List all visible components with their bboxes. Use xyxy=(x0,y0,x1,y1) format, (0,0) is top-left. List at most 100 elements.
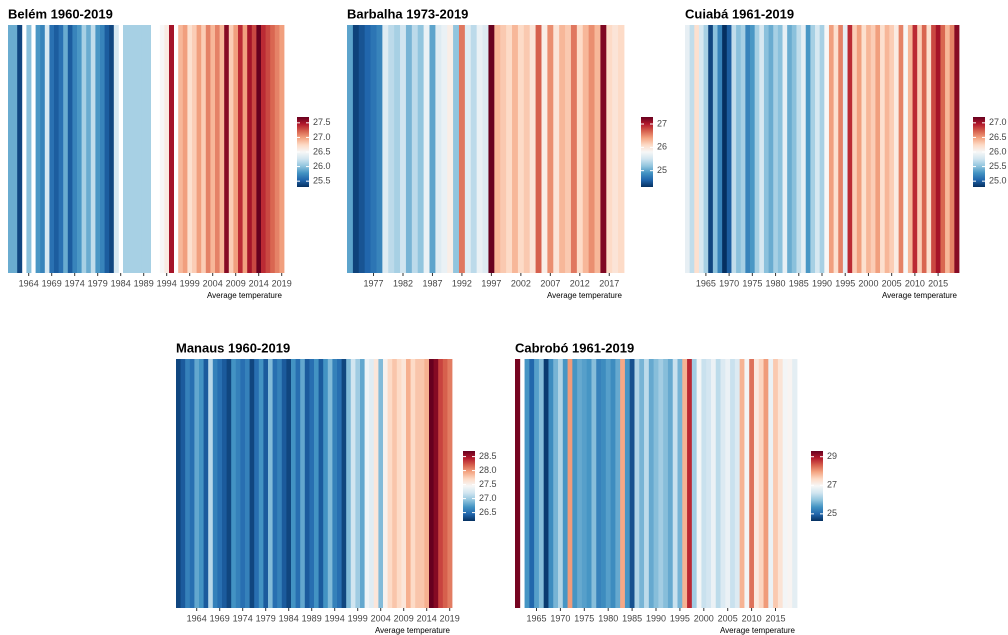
stripe xyxy=(543,359,549,608)
x-tick-label: 1979 xyxy=(256,613,276,623)
stripe xyxy=(77,25,82,273)
x-tick-label: 2009 xyxy=(226,278,246,288)
colorbar-tick-label: 29 xyxy=(827,451,837,461)
x-tick-label: 2019 xyxy=(272,278,292,288)
stripe xyxy=(464,25,472,273)
stripe xyxy=(182,25,188,273)
stripe xyxy=(653,359,659,608)
stripe xyxy=(884,25,890,273)
chart: Cabrobó 1961-2019 1965 1970 1975 1980 1985 199… xyxy=(515,340,837,635)
x-tick-label: 1970 xyxy=(719,278,739,288)
stripe xyxy=(217,359,223,608)
stripe xyxy=(517,25,525,273)
stripe xyxy=(159,25,165,273)
stripe xyxy=(332,359,338,608)
stripe xyxy=(541,25,548,273)
stripe xyxy=(272,359,278,608)
stripe xyxy=(81,25,87,273)
stripe xyxy=(685,25,691,273)
x-tick-label: 1977 xyxy=(364,278,384,288)
x-tick-label: 2010 xyxy=(905,278,925,288)
stripe xyxy=(828,25,835,273)
x-tick-label: 1969 xyxy=(42,278,62,288)
stripe xyxy=(787,359,793,608)
stripe xyxy=(739,359,745,608)
stripe xyxy=(749,359,755,608)
stripe xyxy=(833,25,839,273)
stripe xyxy=(696,359,702,608)
stripe xyxy=(567,359,573,608)
x-tick-label: 1982 xyxy=(393,278,413,288)
stripe xyxy=(447,359,453,608)
stripe xyxy=(639,359,645,608)
stripe xyxy=(847,25,853,273)
stripe xyxy=(286,359,292,608)
stripe xyxy=(178,25,184,273)
stripe xyxy=(698,25,704,273)
stripe xyxy=(548,359,554,608)
stripe xyxy=(458,25,466,273)
stripe xyxy=(222,359,227,608)
stripe xyxy=(921,25,927,273)
stripe xyxy=(247,25,253,273)
stripe xyxy=(644,359,650,608)
stripe xyxy=(199,359,204,608)
stripe xyxy=(535,25,542,273)
stripe xyxy=(601,359,607,608)
stripe xyxy=(562,359,568,608)
stripe xyxy=(488,25,495,273)
stripe xyxy=(712,25,718,273)
stripe xyxy=(360,359,365,608)
stripe xyxy=(618,25,625,273)
stripe xyxy=(745,25,751,273)
stripe xyxy=(538,359,545,608)
stripe xyxy=(123,25,128,273)
stripe xyxy=(309,359,315,608)
stripe xyxy=(824,25,830,273)
x-tick-label: 1989 xyxy=(302,613,322,623)
chart: Barbalha 1973-2019 1977 1982 1987 1992 1997 20… xyxy=(347,6,667,300)
stripe xyxy=(291,359,296,608)
stripe xyxy=(792,359,798,608)
stripe xyxy=(893,25,900,273)
stripe xyxy=(523,25,531,273)
stripe xyxy=(758,359,764,608)
stripe xyxy=(141,25,147,273)
colorbar-tick-label: 26.0 xyxy=(989,146,1007,156)
stripe xyxy=(396,359,402,608)
stripe xyxy=(58,25,64,273)
stripe xyxy=(132,25,138,273)
stripe xyxy=(736,25,742,273)
stripe xyxy=(856,25,862,273)
stripe xyxy=(582,25,590,273)
stripe xyxy=(506,25,513,273)
stripe xyxy=(805,25,811,273)
stripe xyxy=(63,25,69,273)
stripe xyxy=(270,25,276,273)
stripe xyxy=(898,25,904,273)
stripe xyxy=(577,359,583,608)
stripe xyxy=(358,25,366,273)
stripe xyxy=(796,25,802,273)
stripe xyxy=(912,25,918,273)
stripe xyxy=(750,25,756,273)
stripe xyxy=(258,359,264,608)
stripe xyxy=(295,359,301,608)
stripe xyxy=(400,25,407,273)
stripe xyxy=(388,25,395,273)
stripe xyxy=(378,359,384,608)
x-tick-label: 1999 xyxy=(348,613,368,623)
colorbar-tick-label: 25 xyxy=(657,165,667,175)
colorbar xyxy=(641,117,653,187)
stripe xyxy=(410,359,416,608)
stripe xyxy=(672,359,678,608)
stripe xyxy=(870,25,876,273)
x-tick-label: 1965 xyxy=(696,278,716,288)
stripe xyxy=(529,359,535,608)
stripe xyxy=(205,25,211,273)
stripe xyxy=(559,25,566,273)
stripe xyxy=(406,359,411,608)
stripe xyxy=(180,359,186,608)
x-tick-label: 1997 xyxy=(481,278,501,288)
